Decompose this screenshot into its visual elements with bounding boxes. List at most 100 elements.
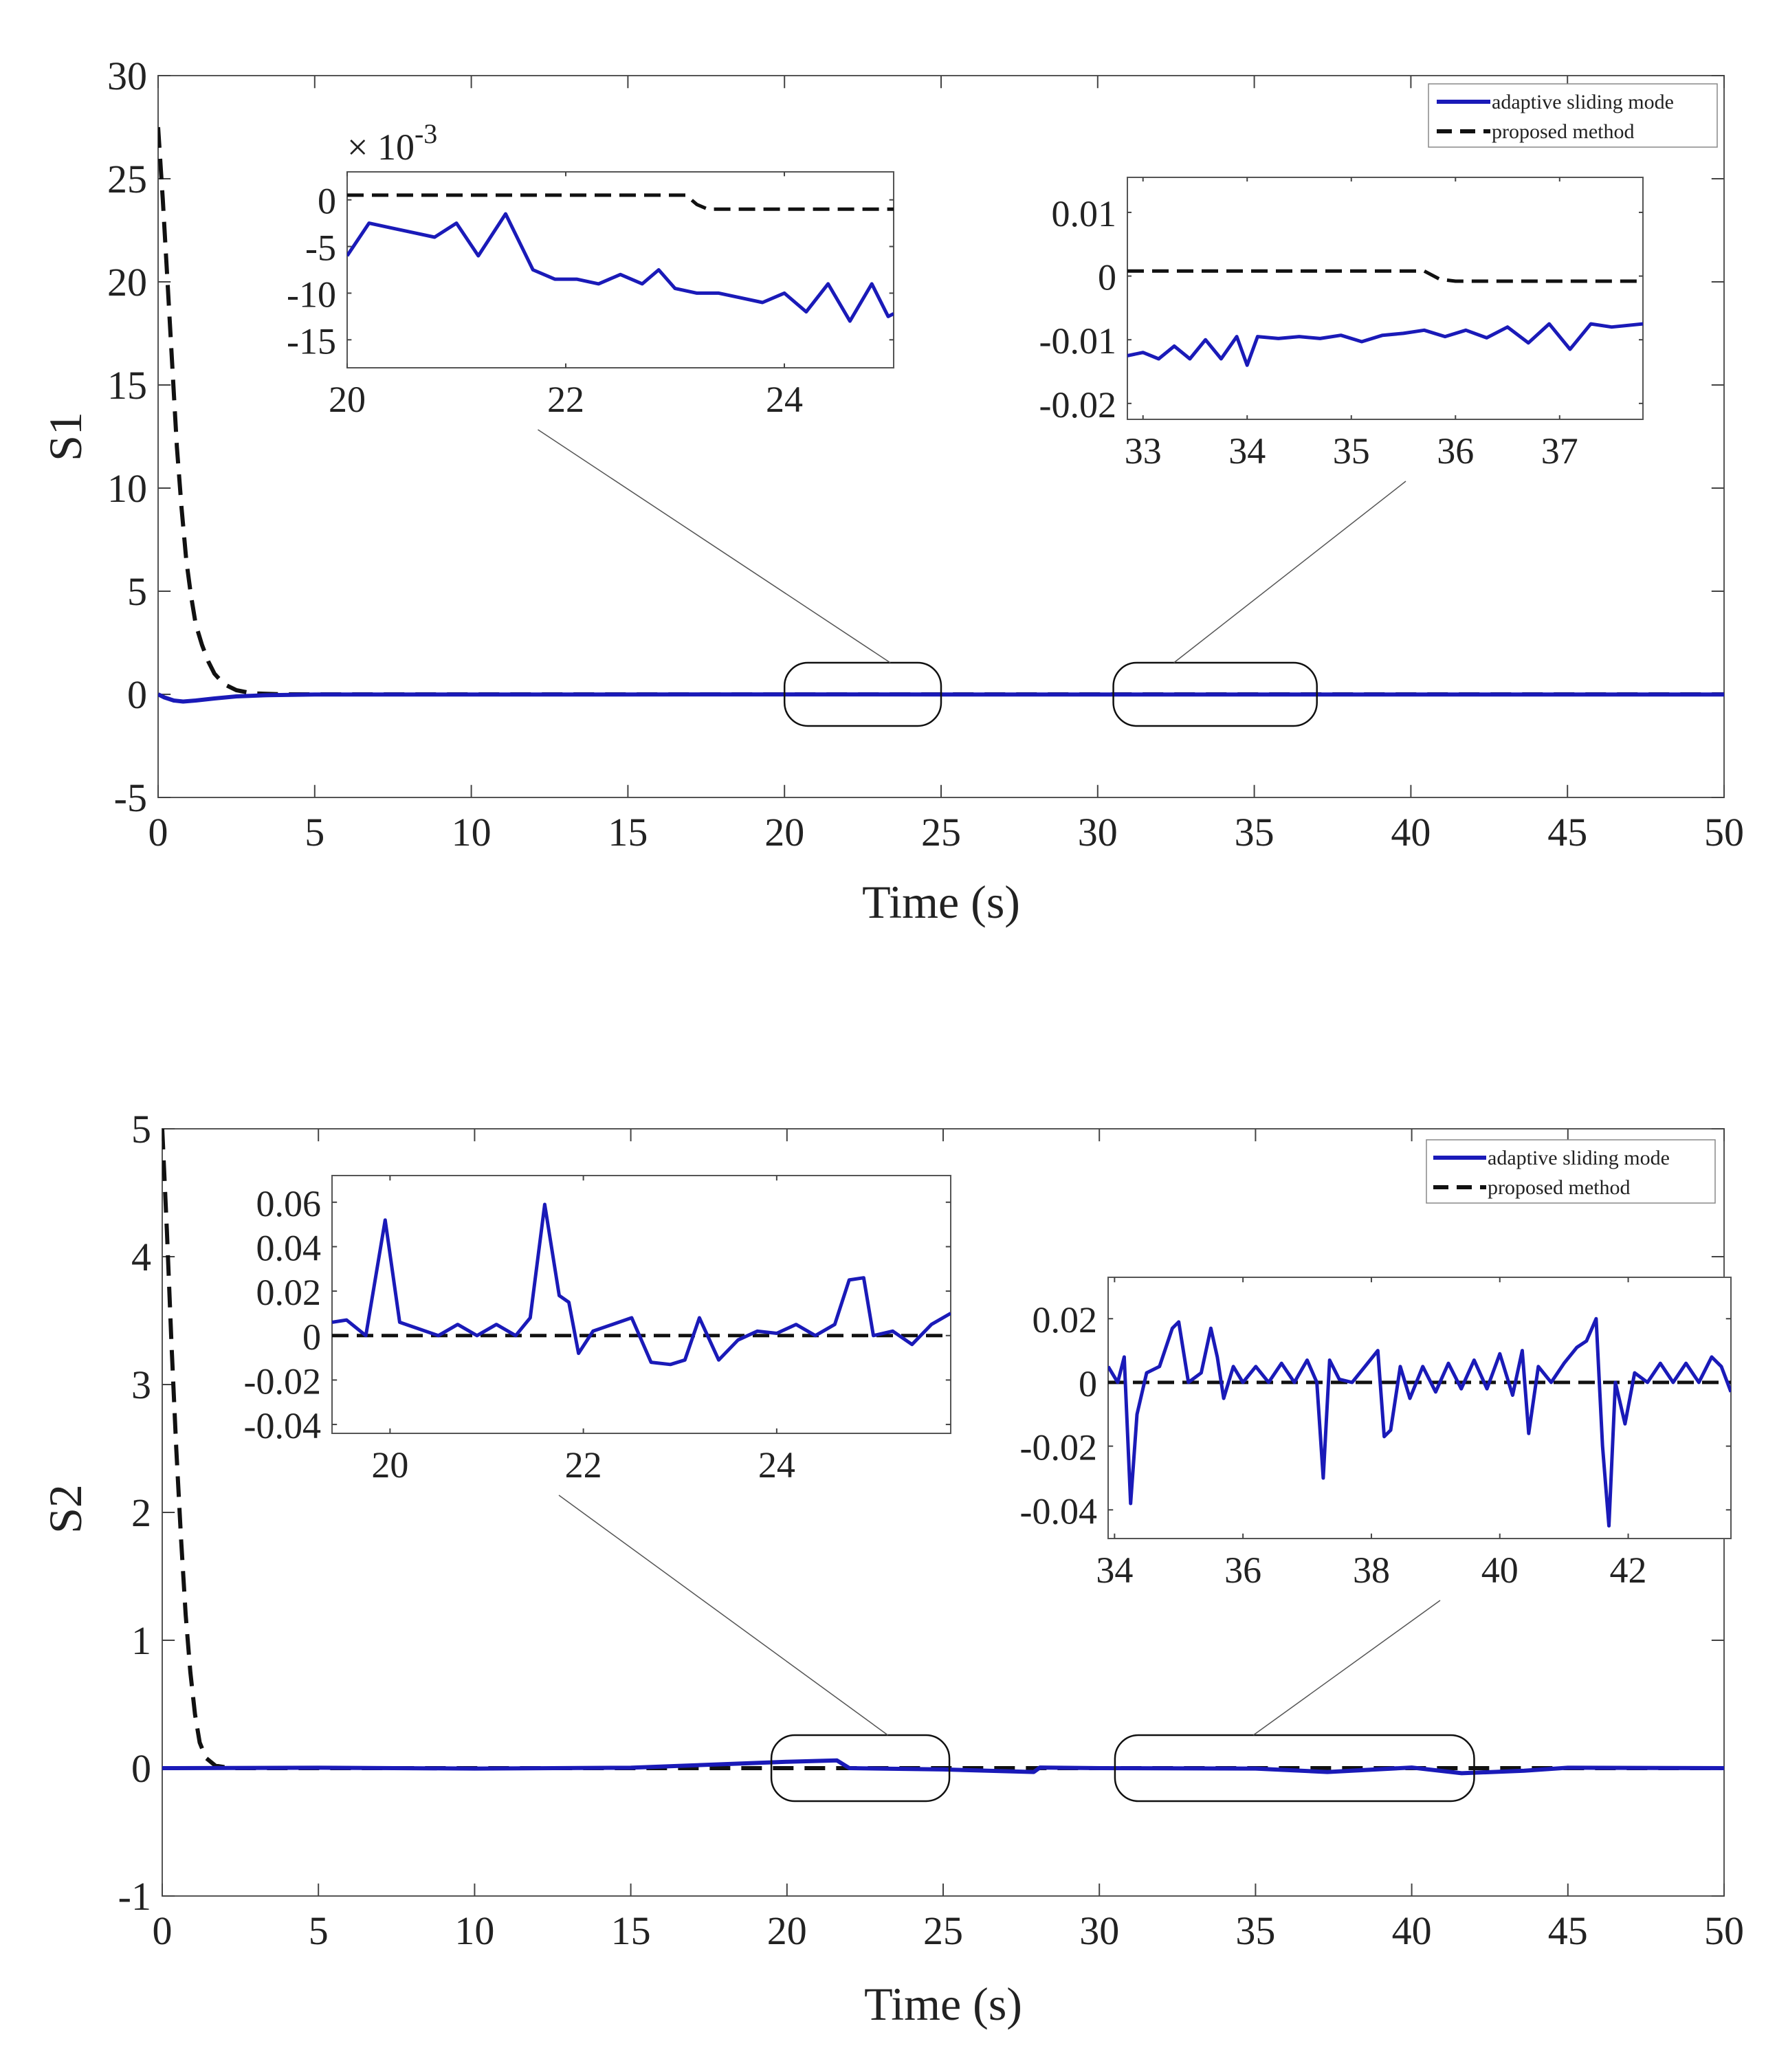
x-tick-label: 33 — [1125, 430, 1162, 472]
y-tick-label: 30 — [107, 54, 147, 98]
x-tick-label: 0 — [153, 1908, 173, 1953]
x-tick-label: 30 — [1079, 1908, 1119, 1953]
x-tick-label: 34 — [1228, 430, 1266, 472]
legend-label-adaptive: adaptive sliding mode — [1492, 91, 1674, 113]
y-tick-label: 0.06 — [256, 1183, 322, 1224]
inset-plot-area — [346, 171, 894, 368]
x-tick-label: 37 — [1541, 430, 1578, 472]
x-tick-label: 5 — [309, 1908, 329, 1953]
zoom-region-box — [783, 661, 942, 727]
series-line-adaptive-sliding-mode — [332, 1202, 951, 1367]
inset-plot-area — [331, 1175, 951, 1434]
x-tick-labels-s2: 0 5 10 15 20 25 30 35 40 45 50 — [153, 1908, 1745, 1953]
x-tick-label: 40 — [1391, 810, 1431, 855]
y-tick-label: -5 — [305, 228, 336, 269]
x-tick-label: 20 — [764, 810, 804, 855]
x-tick-label: 35 — [1333, 430, 1370, 472]
x-tick-label: 36 — [1224, 1550, 1261, 1591]
zoom-markers-s1 — [538, 429, 1406, 727]
x-tick-label: 20 — [371, 1444, 408, 1486]
x-tick-label: 10 — [452, 810, 492, 855]
x-tick-label: 10 — [454, 1908, 494, 1953]
series-s1 — [158, 126, 1724, 704]
y-tick-label: 0 — [1098, 257, 1116, 298]
y-tick-label: 20 — [107, 260, 147, 305]
x-tick-label: 24 — [758, 1444, 795, 1486]
inset-plot-area — [1127, 177, 1644, 420]
x-axis-label: Time (s) — [862, 876, 1020, 928]
y-tick-label: 0.02 — [256, 1272, 322, 1313]
y-tick-label: 4 — [131, 1235, 151, 1279]
y-tick-label: 15 — [107, 363, 147, 408]
y-tick-label: 0 — [302, 1316, 321, 1358]
y-tick-label: 10 — [107, 466, 147, 511]
y-tick-label: 25 — [107, 157, 147, 201]
x-tick-label: 35 — [1235, 810, 1274, 855]
x-axis-label: Time (s) — [864, 1978, 1022, 2030]
legend-s1: adaptive sliding mode proposed method — [1428, 83, 1718, 148]
x-tick-label: 38 — [1353, 1550, 1390, 1591]
x-tick-label: 50 — [1704, 810, 1744, 855]
y-tick-labels-s2: -1 0 1 2 3 4 5 — [118, 1107, 151, 1919]
legend-label-adaptive: adaptive sliding mode — [1488, 1147, 1670, 1169]
series-line-proposed-method — [158, 126, 1724, 696]
zoom-region-box — [1112, 661, 1318, 727]
series-line-adaptive-sliding-mode — [162, 1758, 1724, 1776]
series-line-adaptive-sliding-mode — [347, 212, 894, 323]
x-tick-label: 40 — [1392, 1908, 1432, 1953]
x-tick-label: 25 — [921, 810, 961, 855]
zoom-markers-s2 — [558, 1495, 1475, 1803]
y-tick-label: 0.04 — [256, 1227, 322, 1268]
inset-s2-b: 0.02 0 -0.02 -0.04 34 36 38 40 42 — [1020, 1277, 1732, 1591]
y-tick-labels-s1: -5 0 5 10 15 20 25 30 — [107, 54, 147, 820]
series-s2 — [162, 1129, 1724, 1776]
inset-s1-a: 0 -5 -10 -15 20 22 24 × 10-3 — [287, 118, 894, 420]
x-tick-label: 20 — [767, 1908, 807, 1953]
x-tick-label: 40 — [1481, 1550, 1519, 1591]
y-tick-label: 0 — [127, 672, 147, 717]
y-tick-label: 0 — [131, 1746, 151, 1791]
y-tick-label: 1 — [131, 1618, 151, 1663]
y-tick-label: -1 — [118, 1874, 151, 1919]
legend-box — [1426, 1139, 1716, 1204]
legend-s2: adaptive sliding mode proposed method — [1426, 1139, 1716, 1204]
inset-s1-b: 0.01 0 -0.01 -0.02 33 34 35 36 37 — [1039, 177, 1644, 472]
zoom-region-box — [770, 1734, 951, 1803]
x-tick-label: 42 — [1610, 1550, 1647, 1591]
x-tick-label: 36 — [1437, 430, 1474, 472]
x-tick-label: 5 — [305, 810, 324, 855]
y-tick-label: 0.01 — [1052, 193, 1117, 234]
series-line-proposed-method — [162, 1129, 1724, 1770]
y-tick-label: 3 — [131, 1363, 151, 1407]
x-tick-label: 35 — [1235, 1908, 1275, 1953]
zoom-connector-line — [538, 429, 891, 663]
x-tick-label: 22 — [547, 379, 584, 420]
y-tick-label: -0.02 — [244, 1360, 321, 1402]
x-tick-label: 15 — [608, 810, 648, 855]
inset-plot-area — [1107, 1277, 1732, 1539]
x-tick-label: 0 — [148, 810, 168, 855]
y-tick-label: -0.02 — [1039, 384, 1116, 426]
y-tick-label: -0.04 — [244, 1405, 321, 1446]
y-tick-label: 0 — [1079, 1363, 1097, 1404]
zoom-region-box — [1114, 1734, 1475, 1803]
y-tick-label: -10 — [287, 274, 336, 315]
series-line-adaptive-sliding-mode — [1127, 322, 1643, 367]
y-axis-label: S1 — [39, 412, 91, 461]
legend-label-proposed: proposed method — [1488, 1176, 1630, 1199]
zoom-connector-line — [558, 1495, 889, 1736]
y-tick-label: -5 — [114, 775, 147, 820]
inset-s2-a: 0.060.040.020-0.02-0.04 20 22 24 — [244, 1175, 951, 1486]
y-tick-label: 2 — [131, 1490, 151, 1535]
x-tick-label: 24 — [766, 379, 803, 420]
legend-box — [1428, 83, 1718, 148]
y-tick-label: -0.02 — [1020, 1427, 1097, 1468]
x-tick-label: 15 — [611, 1908, 651, 1953]
x-tick-label: 25 — [923, 1908, 963, 1953]
y-tick-label: 5 — [127, 569, 147, 614]
x-tick-labels-s1: 0 5 10 15 20 25 30 35 40 45 50 — [148, 810, 1745, 855]
y-axis-label: S2 — [39, 1484, 91, 1534]
y-tick-label: -0.04 — [1020, 1490, 1097, 1532]
